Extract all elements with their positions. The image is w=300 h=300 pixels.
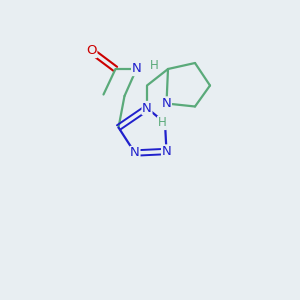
Text: N: N xyxy=(142,101,152,115)
Text: N: N xyxy=(130,146,140,160)
Text: H: H xyxy=(158,116,166,130)
Text: N: N xyxy=(162,97,171,110)
Text: O: O xyxy=(86,44,97,58)
Text: N: N xyxy=(132,62,141,76)
Text: H: H xyxy=(150,59,159,72)
Text: N: N xyxy=(162,145,171,158)
